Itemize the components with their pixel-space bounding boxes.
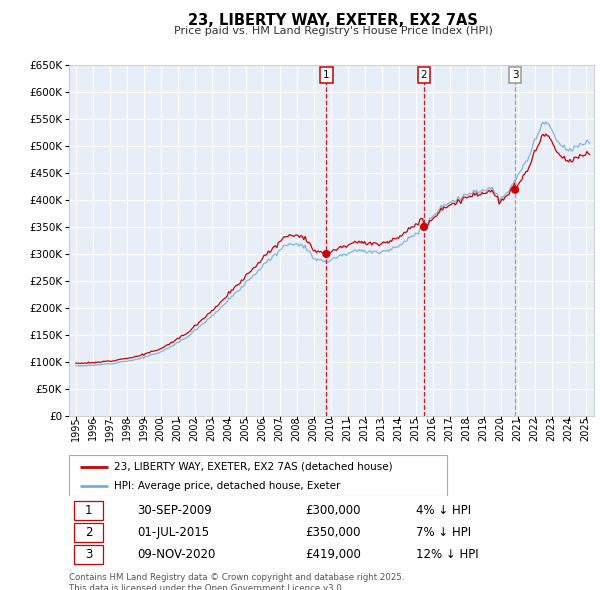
Text: 2025: 2025	[581, 416, 590, 441]
Text: 1996: 1996	[88, 416, 98, 441]
Text: 2024: 2024	[563, 416, 574, 441]
Text: 2004: 2004	[224, 416, 234, 441]
Text: 2015: 2015	[410, 416, 421, 441]
Text: 1: 1	[85, 504, 92, 517]
Text: 1: 1	[323, 70, 329, 80]
Text: 2005: 2005	[241, 416, 251, 441]
Text: 12% ↓ HPI: 12% ↓ HPI	[415, 548, 478, 560]
Text: 1999: 1999	[139, 416, 149, 441]
Text: 1995: 1995	[71, 416, 81, 441]
Bar	[74, 545, 103, 563]
Text: 2017: 2017	[445, 416, 455, 441]
Text: HPI: Average price, detached house, Exeter: HPI: Average price, detached house, Exet…	[113, 481, 340, 490]
Text: 2021: 2021	[512, 416, 523, 441]
Text: 1997: 1997	[105, 416, 115, 441]
Text: 30-SEP-2009: 30-SEP-2009	[137, 504, 212, 517]
Text: 7% ↓ HPI: 7% ↓ HPI	[415, 526, 470, 539]
Point	[322, 249, 331, 258]
Text: 3: 3	[512, 70, 518, 80]
Text: 2019: 2019	[479, 416, 488, 441]
Text: 2013: 2013	[377, 416, 386, 441]
Text: 2010: 2010	[326, 416, 335, 441]
Text: 2002: 2002	[190, 416, 200, 441]
Text: This data is licensed under the Open Government Licence v3.0.: This data is licensed under the Open Gov…	[69, 584, 344, 590]
Text: £419,000: £419,000	[305, 548, 361, 560]
Text: 2023: 2023	[547, 416, 557, 441]
Text: 1998: 1998	[122, 416, 132, 441]
Text: 01-JUL-2015: 01-JUL-2015	[137, 526, 209, 539]
Text: 2001: 2001	[173, 416, 183, 441]
Text: 2003: 2003	[207, 416, 217, 441]
Text: 2008: 2008	[292, 416, 302, 441]
Text: £350,000: £350,000	[305, 526, 361, 539]
Text: 3: 3	[85, 548, 92, 560]
Text: 4% ↓ HPI: 4% ↓ HPI	[415, 504, 470, 517]
Text: 2006: 2006	[257, 416, 268, 441]
Text: 09-NOV-2020: 09-NOV-2020	[137, 548, 215, 560]
Text: Price paid vs. HM Land Registry's House Price Index (HPI): Price paid vs. HM Land Registry's House …	[173, 26, 493, 35]
Text: 2: 2	[421, 70, 427, 80]
Text: 23, LIBERTY WAY, EXETER, EX2 7AS (detached house): 23, LIBERTY WAY, EXETER, EX2 7AS (detach…	[113, 462, 392, 472]
Text: Contains HM Land Registry data © Crown copyright and database right 2025.: Contains HM Land Registry data © Crown c…	[69, 573, 404, 582]
Text: 2000: 2000	[156, 416, 166, 441]
Text: 2014: 2014	[394, 416, 404, 441]
Bar	[74, 523, 103, 542]
Bar	[74, 502, 103, 520]
Text: 2022: 2022	[530, 416, 539, 441]
Text: 2020: 2020	[496, 416, 506, 441]
Point	[511, 185, 520, 194]
Text: 2012: 2012	[359, 416, 370, 441]
Text: 23, LIBERTY WAY, EXETER, EX2 7AS: 23, LIBERTY WAY, EXETER, EX2 7AS	[188, 13, 478, 28]
Text: 2018: 2018	[461, 416, 472, 441]
Text: 2011: 2011	[343, 416, 353, 441]
Text: 2: 2	[85, 526, 92, 539]
Point	[419, 222, 429, 232]
Text: 2007: 2007	[275, 416, 284, 441]
Text: £300,000: £300,000	[305, 504, 361, 517]
Bar	[69, 455, 447, 496]
Text: 2009: 2009	[308, 416, 319, 441]
Text: 2016: 2016	[428, 416, 437, 441]
